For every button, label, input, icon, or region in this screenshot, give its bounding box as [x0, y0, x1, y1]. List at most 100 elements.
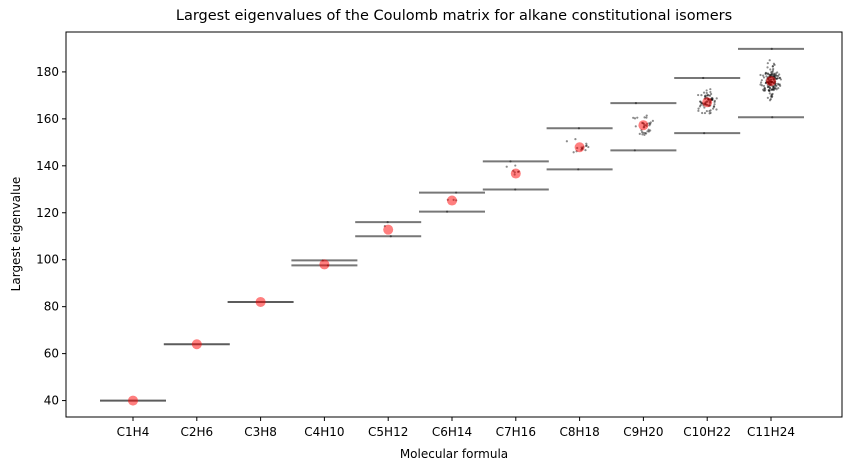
isomer-point	[710, 96, 713, 100]
isomer-point	[649, 122, 652, 126]
isomer-point	[709, 109, 712, 112]
isomer-point	[700, 101, 703, 104]
isomer-point	[759, 81, 763, 84]
isomer-point	[584, 144, 588, 148]
isomer-point	[773, 73, 776, 76]
isomer-point	[708, 110, 711, 113]
isomer-point	[455, 191, 458, 194]
isomer-point	[771, 65, 774, 68]
mean-marker	[383, 224, 394, 235]
isomer-point	[766, 96, 769, 99]
isomer-point	[697, 107, 700, 110]
isomer-point	[775, 88, 778, 91]
mean-marker	[510, 168, 521, 179]
chart-title: Largest eigenvalues of the Coulomb matri…	[175, 8, 733, 24]
isomer-point	[699, 100, 702, 103]
isomer-point	[577, 127, 581, 130]
isomer-point	[778, 76, 782, 79]
axes-frame	[65, 31, 843, 418]
isomer-point	[764, 72, 767, 76]
x-tick-label: C11H24	[747, 425, 795, 439]
isomer-point	[768, 73, 771, 76]
y-tick-label: 60	[44, 347, 59, 361]
isomer-point	[768, 89, 771, 92]
y-tick-label: 180	[36, 65, 59, 79]
isomer-point	[770, 93, 773, 96]
isomer-point	[775, 77, 779, 80]
isomer-point	[774, 87, 777, 90]
isomer-point	[645, 114, 648, 117]
isomer-point	[773, 75, 777, 78]
x-axis-label: Molecular formula	[399, 447, 509, 461]
isomer-point	[766, 66, 769, 69]
isomer-point	[770, 95, 774, 99]
isomer-point	[766, 72, 770, 75]
isomer-point	[697, 93, 700, 97]
mean-marker	[255, 296, 266, 307]
isomer-point	[715, 108, 718, 111]
isomer-point	[772, 85, 775, 88]
isomer-point	[770, 88, 773, 91]
isomer-point	[776, 77, 779, 80]
isomer-point	[697, 109, 700, 112]
isomer-point	[509, 160, 512, 163]
isomer-point	[638, 132, 641, 135]
isomer-point	[389, 235, 392, 238]
x-tick-label: C3H8	[244, 425, 277, 439]
isomer-point	[767, 89, 770, 92]
x-tick-label: C10H22	[683, 425, 731, 439]
isomer-point	[776, 71, 779, 74]
isomer-point	[643, 133, 646, 137]
mean-marker	[574, 142, 585, 153]
isomer-point	[760, 84, 764, 87]
isomer-point	[762, 89, 765, 92]
y-tick-label: 80	[44, 300, 59, 314]
isomer-point	[773, 63, 776, 66]
isomer-point	[587, 145, 590, 149]
isomer-point	[712, 105, 716, 108]
isomer-point	[702, 76, 705, 80]
isomer-point	[774, 72, 777, 75]
isomer-point	[775, 77, 778, 81]
isomer-point	[711, 98, 714, 101]
isomer-point	[585, 142, 588, 145]
isomer-point	[775, 84, 778, 87]
isomer-point	[771, 87, 774, 91]
x-tick-label: C4H10	[304, 425, 344, 439]
isomer-point	[772, 87, 776, 91]
isomer-point	[762, 84, 766, 88]
isomer-point	[709, 88, 712, 91]
isomer-point	[703, 132, 706, 135]
x-tick-label: C9H20	[623, 425, 663, 439]
isomer-point	[772, 62, 775, 65]
isomer-point	[768, 87, 772, 90]
isomer-point	[645, 132, 648, 135]
isomer-point	[702, 91, 706, 94]
mean-marker	[319, 259, 330, 270]
isomer-point	[705, 91, 708, 95]
isomer-point	[766, 62, 769, 65]
isomer-point	[715, 97, 718, 100]
isomer-point	[777, 74, 780, 78]
isomer-point	[771, 88, 774, 91]
isomer-point	[648, 124, 651, 127]
isomer-point	[649, 121, 652, 124]
isomer-point	[708, 94, 712, 97]
isomer-point	[767, 85, 770, 89]
isomer-point	[768, 89, 771, 92]
isomer-point	[713, 99, 716, 102]
mean-marker	[766, 76, 776, 87]
isomer-point	[769, 68, 772, 71]
x-tick-label: C6H14	[432, 425, 472, 439]
isomer-point	[703, 95, 707, 98]
isomer-point	[711, 97, 714, 100]
isomer-point	[769, 98, 772, 101]
isomer-point	[772, 67, 775, 71]
isomer-point	[647, 128, 650, 131]
isomer-point	[770, 70, 773, 74]
isomer-point	[698, 105, 702, 108]
isomer-point	[706, 93, 709, 96]
isomer-point	[765, 75, 768, 78]
isomer-point	[572, 151, 575, 154]
isomer-point	[772, 88, 775, 92]
